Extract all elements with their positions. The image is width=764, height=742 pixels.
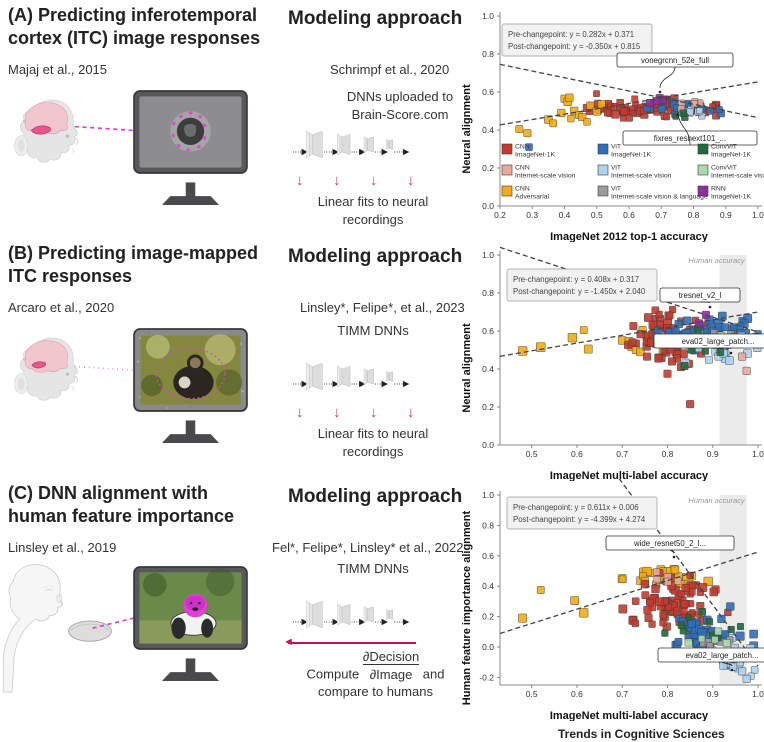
svg-text:Pre-changepoint: y = 0.408x +: Pre-changepoint: y = 0.408x + 0.317	[513, 275, 639, 284]
svg-text:Pre-changepoint: y = 0.282x +: Pre-changepoint: y = 0.282x + 0.371	[508, 30, 634, 39]
svg-text:0.5: 0.5	[526, 449, 538, 459]
svg-text:1.0: 1.0	[752, 210, 764, 220]
svg-text:ImageNet multi-label accuracy: ImageNet multi-label accuracy	[550, 710, 709, 721]
svg-text:0.4: 0.4	[559, 210, 571, 220]
svg-text:wide_resnet50_2_l...: wide_resnet50_2_l...	[633, 539, 706, 548]
svg-text:0.6: 0.6	[482, 87, 494, 97]
svg-text:eva02_large_patch...: eva02_large_patch...	[686, 651, 759, 660]
svg-text:Pre-changepoint: y = 0.611x +: Pre-changepoint: y = 0.611x + 0.006	[513, 503, 639, 512]
svg-text:ViT: ViT	[611, 165, 621, 172]
svg-text:0.4: 0.4	[482, 364, 494, 374]
svg-text:0.4: 0.4	[482, 581, 494, 591]
svg-text:0.6: 0.6	[482, 326, 494, 336]
svg-text:0.6: 0.6	[623, 210, 635, 220]
svg-text:0.7: 0.7	[655, 210, 667, 220]
svg-text:0.6: 0.6	[482, 551, 494, 561]
svg-text:ConvViT: ConvViT	[711, 144, 737, 151]
svg-text:0.4: 0.4	[482, 125, 494, 135]
svg-text:ConvViT: ConvViT	[711, 165, 737, 172]
svg-text:RNN: RNN	[711, 186, 726, 193]
svg-text:Neural alignment: Neural alignment	[461, 84, 473, 174]
svg-text:Adversarial: Adversarial	[515, 194, 549, 201]
svg-text:Human feature importance align: Human feature importance alignment	[461, 510, 473, 705]
svg-text:1.0: 1.0	[482, 11, 494, 21]
svg-text:ImageNet-1K: ImageNet-1K	[711, 152, 752, 159]
svg-text:Internet-scale vision: Internet-scale vision	[611, 173, 672, 180]
svg-text:ViT: ViT	[611, 144, 621, 151]
svg-text:0.7: 0.7	[616, 689, 628, 699]
svg-text:Post-changepoint: y = -1.450x: Post-changepoint: y = -1.450x + 2.040	[513, 287, 646, 296]
svg-text:1.0: 1.0	[482, 490, 494, 500]
svg-text:Post-changepoint: y = -0.350x: Post-changepoint: y = -0.350x + 0.815	[508, 42, 641, 51]
svg-text:Human accuracy: Human accuracy	[688, 496, 746, 505]
svg-text:0.2: 0.2	[482, 612, 494, 622]
svg-text:-0.2: -0.2	[479, 672, 494, 682]
svg-text:0.0: 0.0	[482, 642, 494, 652]
svg-text:eva02_large_patch...: eva02_large_patch...	[682, 337, 755, 346]
svg-text:0.8: 0.8	[662, 689, 674, 699]
svg-text:CNN: CNN	[515, 165, 530, 172]
svg-text:0.3: 0.3	[526, 210, 538, 220]
svg-text:ImageNet-1K: ImageNet-1K	[711, 194, 752, 201]
svg-text:0.2: 0.2	[482, 402, 494, 412]
svg-text:1.0: 1.0	[752, 689, 764, 699]
svg-text:0.9: 0.9	[707, 689, 719, 699]
svg-text:0.9: 0.9	[720, 210, 732, 220]
svg-text:0.7: 0.7	[616, 449, 628, 459]
svg-text:0.8: 0.8	[662, 449, 674, 459]
svg-text:Internet-scale vision & langua: Internet-scale vision & language	[611, 194, 708, 201]
svg-text:ViT: ViT	[611, 186, 621, 193]
svg-text:tresnet_v2_l: tresnet_v2_l	[679, 291, 722, 300]
svg-text:ImageNet-1K: ImageNet-1K	[515, 152, 556, 159]
svg-text:0.8: 0.8	[482, 520, 494, 530]
svg-text:vonegrcnn_52e_full: vonegrcnn_52e_full	[641, 56, 709, 65]
svg-text:0.2: 0.2	[494, 210, 506, 220]
svg-text:0.0: 0.0	[482, 201, 494, 211]
svg-text:0.0: 0.0	[482, 440, 494, 450]
svg-text:0.8: 0.8	[482, 288, 494, 298]
svg-text:0.2: 0.2	[482, 163, 494, 173]
svg-text:Internet-scale vision: Internet-scale vision	[515, 173, 576, 180]
svg-text:Neural alignment: Neural alignment	[461, 323, 473, 413]
svg-text:1.0: 1.0	[752, 449, 764, 459]
svg-text:Human accuracy: Human accuracy	[688, 256, 746, 265]
svg-text:0.8: 0.8	[482, 49, 494, 59]
svg-text:0.5: 0.5	[526, 689, 538, 699]
svg-text:0.6: 0.6	[571, 449, 583, 459]
svg-text:Post-changepoint: y = -4.399x: Post-changepoint: y = -4.399x + 4.274	[513, 515, 646, 524]
svg-text:0.5: 0.5	[591, 210, 603, 220]
svg-text:0.9: 0.9	[707, 449, 719, 459]
svg-text:CNN: CNN	[515, 144, 530, 151]
svg-text:Internet-scale vision: Internet-scale vision	[711, 173, 764, 180]
svg-text:0.6: 0.6	[571, 689, 583, 699]
svg-text:0.8: 0.8	[688, 210, 700, 220]
svg-text:CNN: CNN	[515, 186, 530, 193]
svg-text:1.0: 1.0	[482, 250, 494, 260]
svg-text:ImageNet-1K: ImageNet-1K	[611, 152, 652, 159]
